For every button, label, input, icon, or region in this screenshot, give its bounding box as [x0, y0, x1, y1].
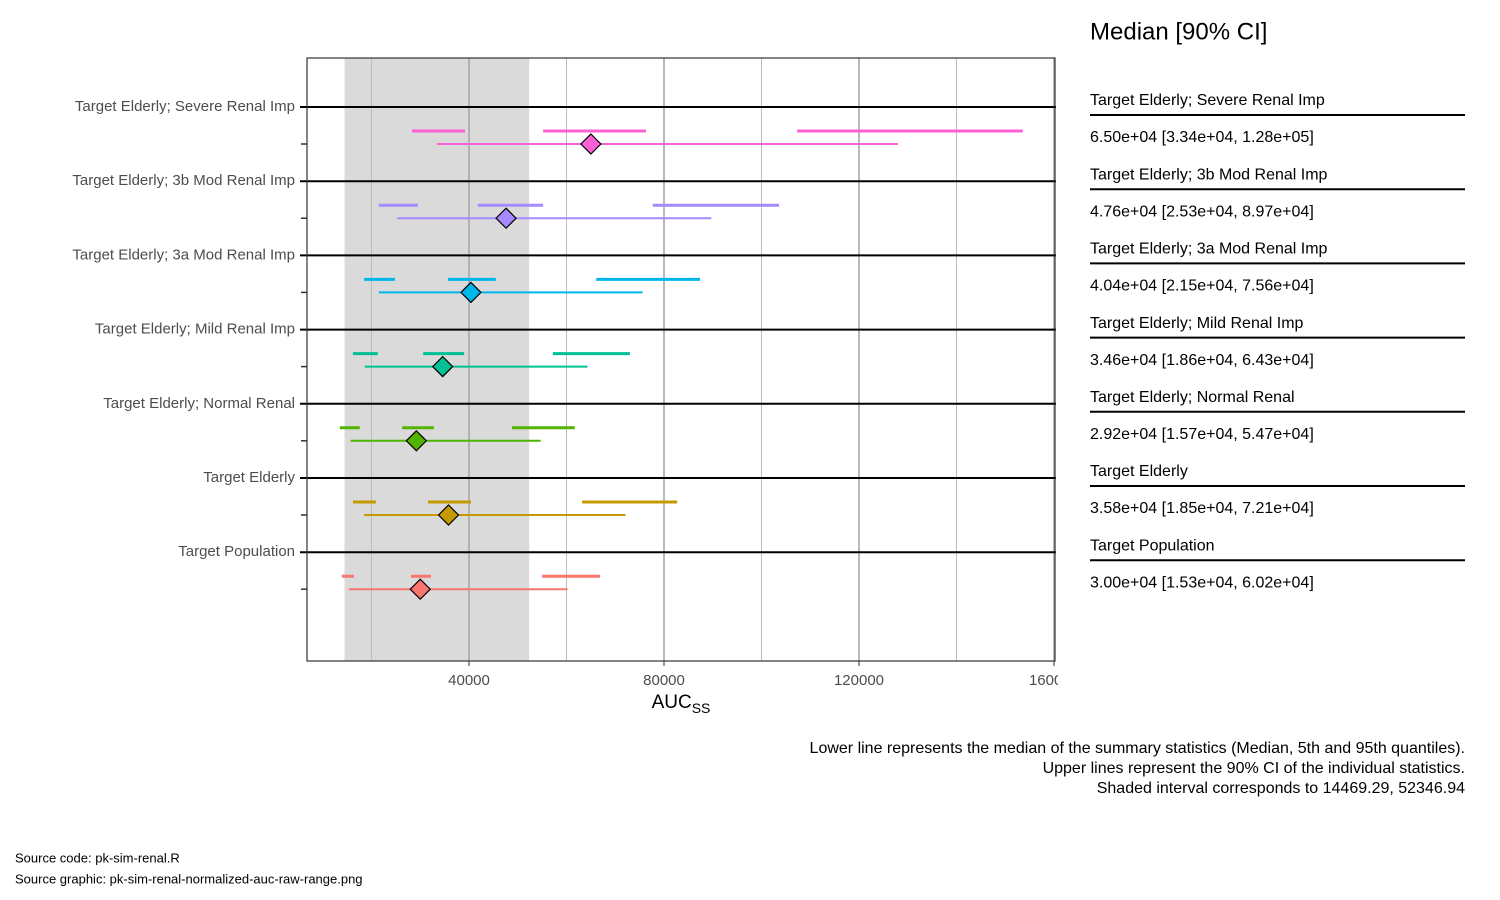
y-tick-label: Target Elderly; 3b Mod Renal Imp	[72, 172, 295, 189]
shaded-interval	[344, 58, 530, 661]
table-row-value: 6.50e+04 [3.34e+04, 1.28e+05]	[1090, 129, 1314, 146]
y-tick-label: Target Elderly; Severe Renal Imp	[75, 98, 295, 115]
table-row-label: Target Elderly; Normal Renal	[1090, 389, 1295, 406]
y-tick-label: Target Elderly; Mild Renal Imp	[95, 321, 295, 338]
y-tick-label: Target Elderly; Normal Renal	[103, 395, 295, 412]
x-axis-label-subscript: SS	[692, 700, 711, 716]
table-row-value: 3.46e+04 [1.86e+04, 6.43e+04]	[1090, 352, 1314, 369]
source: Source code: pk-sim-renal.R	[15, 850, 180, 865]
median-diamond	[495, 207, 517, 230]
x-axis-label: AUCSS	[652, 692, 711, 716]
x-tick-label: 120000	[834, 672, 884, 689]
x-tick-label: 160000	[1029, 672, 1079, 689]
table-row-value: 2.92e+04 [1.57e+04, 5.47e+04]	[1090, 426, 1314, 443]
table-row-label: Target Elderly; Severe Renal Imp	[1090, 92, 1325, 109]
table-row-value: 4.04e+04 [2.15e+04, 7.56e+04]	[1090, 278, 1314, 295]
table-row-label: Target Elderly; Mild Renal Imp	[1090, 315, 1304, 332]
y-tick-label: Target Population	[178, 543, 295, 560]
median-diamond	[437, 504, 460, 526]
note: Upper lines represent the 90% CI of the …	[1043, 760, 1465, 777]
y-tick-label: Target Elderly; 3a Mod Renal Imp	[72, 246, 295, 263]
note: Shaded interval corresponds to 14469.29,…	[1097, 780, 1465, 797]
table-row-label: Target Elderly; 3a Mod Renal Imp	[1090, 241, 1328, 258]
panel-border	[306, 57, 1056, 662]
table-row-value: 3.00e+04 [1.53e+04, 6.02e+04]	[1090, 574, 1314, 591]
x-tick-labels: 40000 80000 120000 160000	[448, 672, 1079, 689]
median-diamond	[580, 133, 602, 155]
table-title: Median [90% CI]	[1090, 18, 1267, 45]
x-tick-label: 80000	[643, 672, 685, 689]
median-diamond	[460, 281, 482, 304]
table-row-value: 4.76e+04 [2.53e+04, 8.97e+04]	[1090, 203, 1314, 220]
median-diamond	[405, 429, 428, 452]
y-tick-label: Target Elderly	[203, 469, 295, 486]
source: Source graphic: pk-sim-renal-normalized-…	[15, 871, 363, 886]
x-tick-label: 40000	[448, 672, 490, 689]
note: Lower line represents the median of the …	[810, 740, 1465, 757]
median-diamond	[431, 355, 454, 378]
x-axis-label-main: AUC	[652, 692, 692, 713]
table-row-value: 3.58e+04 [1.85e+04, 7.21e+04]	[1090, 500, 1314, 517]
table-row-label: Target Elderly	[1090, 463, 1188, 480]
table-row-label: Target Population	[1090, 537, 1215, 554]
table-row-label: Target Elderly; 3b Mod Renal Imp	[1090, 166, 1328, 183]
median-diamond	[409, 578, 432, 601]
